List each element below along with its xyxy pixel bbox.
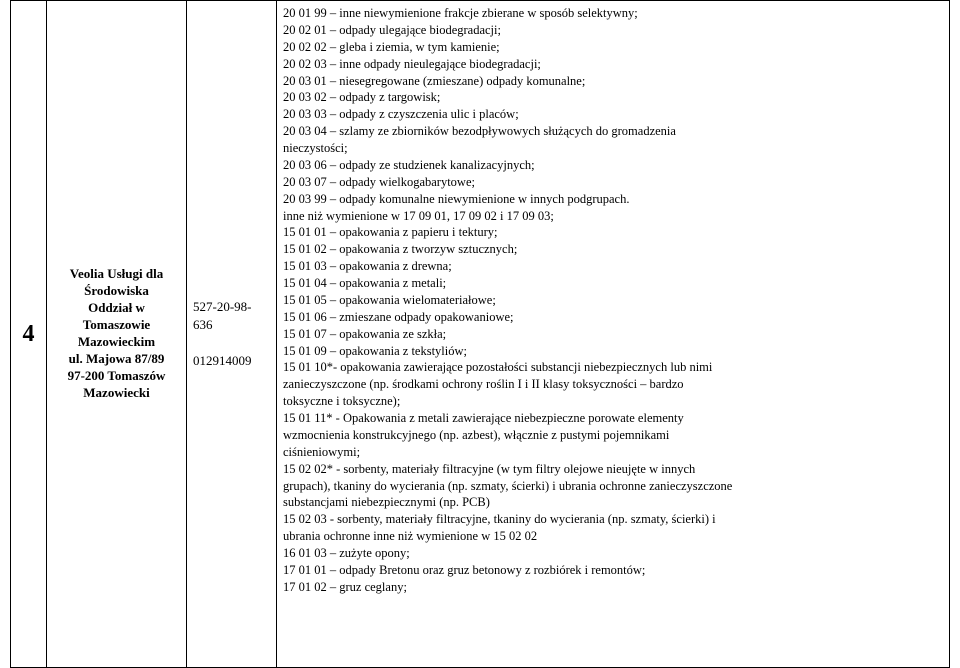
desc-line: toksyczne i toksyczne);	[283, 393, 943, 410]
entity-line: Tomaszowie	[51, 317, 182, 334]
desc-line: 17 01 02 – gruz ceglany;	[283, 579, 943, 596]
desc-line: 20 01 99 – inne niewymienione frakcje zb…	[283, 5, 943, 22]
desc-line: 20 03 99 – odpady komunalne niewymienion…	[283, 191, 943, 208]
desc-line: 20 03 04 – szlamy ze zbiorników bezodpły…	[283, 123, 943, 140]
row-number-cell: 4	[11, 1, 47, 668]
data-table: 4 Veolia Usługi dla Środowiska Oddział w…	[10, 0, 950, 668]
entity-line: Veolia Usługi dla	[51, 266, 182, 283]
desc-line: 15 01 10*- opakowania zawierające pozost…	[283, 359, 943, 376]
table-row: 4 Veolia Usługi dla Środowiska Oddział w…	[11, 1, 950, 668]
row-number: 4	[23, 321, 35, 347]
desc-line: 20 03 07 – odpady wielkogabarytowe;	[283, 174, 943, 191]
desc-line: 15 02 03 - sorbenty, materiały filtracyj…	[283, 511, 943, 528]
desc-line: inne niż wymienione w 17 09 01, 17 09 02…	[283, 208, 943, 225]
desc-line: 16 01 03 – zużyte opony;	[283, 545, 943, 562]
desc-line: 15 01 06 – zmieszane odpady opakowaniowe…	[283, 309, 943, 326]
codes-cell: 527-20-98- 636 012914009	[187, 1, 277, 668]
nip-line2: 636	[193, 316, 272, 334]
desc-line: ubrania ochronne inne niż wymienione w 1…	[283, 528, 943, 545]
entity-line: Oddział w	[51, 300, 182, 317]
desc-line: 15 01 01 – opakowania z papieru i tektur…	[283, 224, 943, 241]
entity-line: 97-200 Tomaszów	[51, 368, 182, 385]
desc-line: 15 01 07 – opakowania ze szkła;	[283, 326, 943, 343]
regon: 012914009	[193, 352, 272, 370]
description-cell: 20 01 99 – inne niewymienione frakcje zb…	[277, 1, 950, 668]
desc-line: grupach), tkaniny do wycierania (np. szm…	[283, 478, 943, 495]
entity-cell: Veolia Usługi dla Środowiska Oddział w T…	[47, 1, 187, 668]
desc-line: nieczystości;	[283, 140, 943, 157]
desc-line: ciśnieniowymi;	[283, 444, 943, 461]
entity-line: Mazowiecki	[51, 385, 182, 402]
desc-line: 15 01 11* - Opakowania z metali zawieraj…	[283, 410, 943, 427]
desc-line: 17 01 01 – odpady Bretonu oraz gruz beto…	[283, 562, 943, 579]
desc-line: 15 01 09 – opakowania z tekstyliów;	[283, 343, 943, 360]
entity-line: ul. Majowa 87/89	[51, 351, 182, 368]
desc-line: 20 03 02 – odpady z targowisk;	[283, 89, 943, 106]
desc-line: 20 03 03 – odpady z czyszczenia ulic i p…	[283, 106, 943, 123]
desc-line: 15 01 03 – opakowania z drewna;	[283, 258, 943, 275]
nip-line1: 527-20-98-	[193, 298, 272, 316]
desc-line: 15 02 02* - sorbenty, materiały filtracy…	[283, 461, 943, 478]
page: 4 Veolia Usługi dla Środowiska Oddział w…	[0, 0, 960, 668]
desc-line: 20 02 01 – odpady ulegające biodegradacj…	[283, 22, 943, 39]
desc-line: 20 03 01 – niesegregowane (zmieszane) od…	[283, 73, 943, 90]
desc-line: 20 03 06 – odpady ze studzienek kanaliza…	[283, 157, 943, 174]
entity-line: Środowiska	[51, 283, 182, 300]
desc-line: 20 02 02 – gleba i ziemia, w tym kamieni…	[283, 39, 943, 56]
desc-line: substancjami niebezpiecznymi (np. PCB)	[283, 494, 943, 511]
desc-line: 15 01 05 – opakowania wielomateriałowe;	[283, 292, 943, 309]
desc-line: wzmocnienia konstrukcyjnego (np. azbest)…	[283, 427, 943, 444]
entity-line: Mazowieckim	[51, 334, 182, 351]
desc-line: 20 02 03 – inne odpady nieulegające biod…	[283, 56, 943, 73]
desc-line: 15 01 04 – opakowania z metali;	[283, 275, 943, 292]
desc-line: 15 01 02 – opakowania z tworzyw sztuczny…	[283, 241, 943, 258]
desc-line: zanieczyszczone (np. środkami ochrony ro…	[283, 376, 943, 393]
